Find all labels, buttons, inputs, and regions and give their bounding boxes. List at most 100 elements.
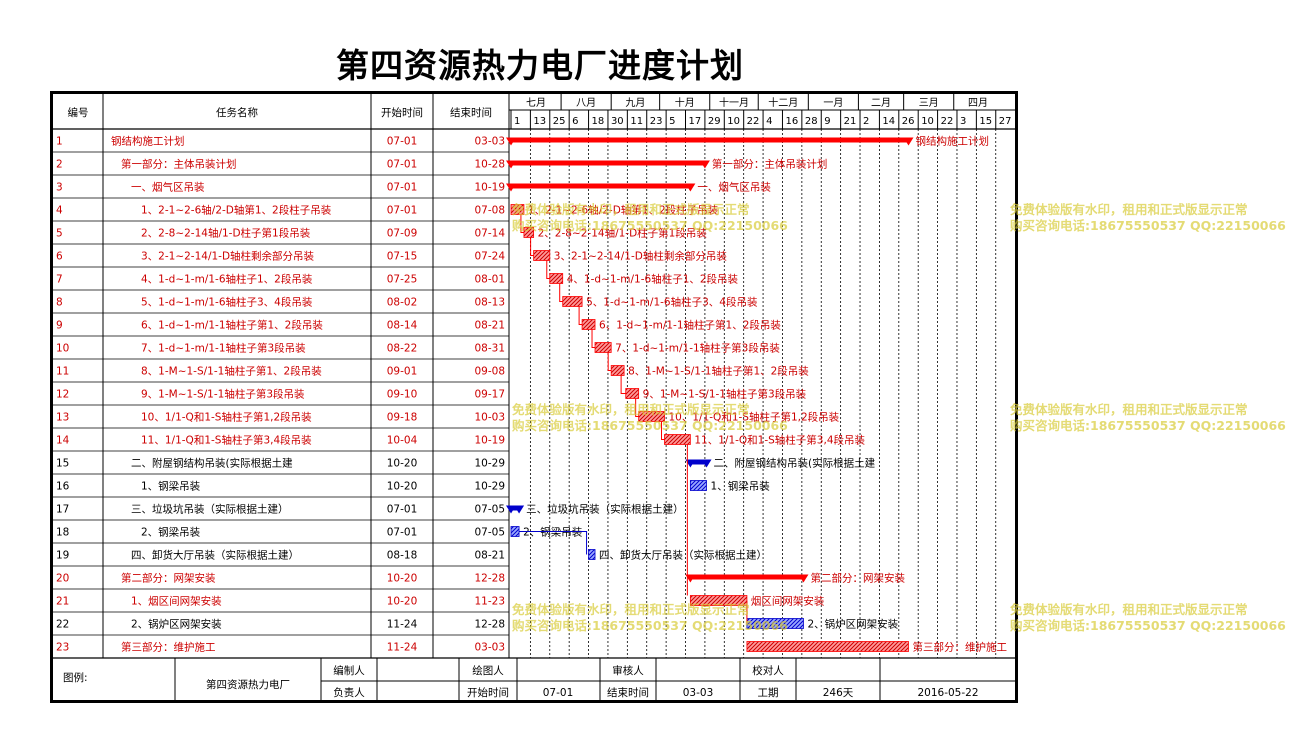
month-label: 十二月 [768,96,798,109]
summary-cap [514,505,525,514]
dependency-link [546,260,550,279]
drawn-by-label: 绘图人 [472,664,504,677]
task-bar [533,250,551,261]
task-end: 10-29 [474,458,505,470]
task-end: 12-28 [474,573,505,585]
month-label: 三月 [919,97,939,109]
day-label: 27 [999,116,1012,127]
checker-label: 校对人 [752,664,784,677]
end-value: 03-03 [683,687,714,699]
task-end: 09-08 [474,366,505,378]
bar-label: 第一部分：主体吊装计划 [712,158,828,171]
dependency-link [607,352,612,371]
chart-title: 第四资源热力电厂进度计划 [336,46,744,85]
day-label: 10 [921,116,934,127]
task-end: 08-21 [474,550,505,562]
task-end: 07-14 [474,228,505,240]
task-end: 10-28 [474,159,505,171]
bar-label: 四、卸货大厅吊装（实际根据土建） [599,549,767,562]
day-label: 11 [630,116,643,127]
task-bar [510,526,520,537]
task-name: 四、卸货大厅吊装（实际根据土建） [131,549,299,562]
task-name: 1、烟区间网架安装 [131,595,222,608]
task-name: 9、1-M~1-S/1-1轴柱子第3段吊装 [141,388,305,401]
task-name: 一、烟气区吊装 [131,181,205,194]
task-id: 17 [56,504,69,516]
task-name: 第一部分：主体吊装计划 [121,158,237,171]
day-label: 16 [785,116,798,127]
task-bar [638,411,665,422]
task-end: 10-19 [474,435,505,447]
task-name: 6、1-d~1-m/1-1轴柱子第1、2段吊装 [141,319,323,332]
task-name: 钢结构施工计划 [111,135,185,148]
task-id: 13 [56,412,69,424]
day-label: 15 [979,116,992,127]
summary-cap [685,183,696,192]
task-end: 08-13 [474,297,505,309]
task-name: 2、2-8~2-14轴/1-D柱子第1段吊装 [141,227,311,240]
task-start: 11-24 [387,642,418,654]
day-label: 10 [727,116,740,127]
task-name: 1、2-1~2-6轴/2-D轴第1、2段柱子吊装 [141,204,332,217]
start-value: 07-01 [543,687,574,699]
task-start: 08-18 [387,550,418,562]
dependency-link [519,531,588,555]
summary-cap [903,137,914,146]
task-bar [510,204,525,215]
header-id: 编号 [68,106,89,119]
task-name: 三、垃圾坑吊装（实际根据土建） [131,503,289,516]
dependency-link [559,283,563,302]
bar-label: 8、1-M~1-S/1-1轴柱子第1、2段吊装 [628,365,809,378]
bar-label: 5、1-d~1-m/1-6轴柱子3、4段吊装 [586,296,758,309]
task-end: 08-21 [474,320,505,332]
task-end: 03-03 [474,136,505,148]
task-start: 08-14 [387,320,418,332]
bar-label: 10、1/1-Q和1-S轴柱子第1,2段吊装 [669,411,840,424]
summary-cap [506,183,516,192]
prepared-by-label: 编制人 [333,664,365,677]
task-start: 10-20 [387,458,418,470]
day-label: 2 [863,116,869,127]
task-bar [689,480,707,491]
start-label: 开始时间 [467,686,509,699]
task-name: 10、1/1-Q和1-S轴柱子第1,2段吊装 [141,411,312,424]
day-label: 14 [882,116,895,127]
bar-label: 1、钢梁吊装 [711,480,771,493]
day-label: 9 [824,116,830,127]
legend-label: 图例: [63,671,88,684]
month-label: 四月 [968,97,988,109]
summary-cap [506,160,516,169]
task-name: 11、1/1-Q和1-S轴柱子第3,4段吊装 [141,434,312,447]
task-id: 16 [56,481,70,493]
task-bar [523,227,535,238]
bar-label: 3、2-1~2-14/1-D轴柱剩余部分吊装 [554,250,728,263]
bar-label: 二、附屋钢结构吊装(实际根据土建 [714,457,876,470]
day-label: 18 [592,116,605,127]
header-name: 任务名称 [216,106,258,119]
summary-cap [701,459,712,468]
day-label: 4 [766,116,772,127]
task-bar [594,342,612,353]
task-bar [664,434,691,445]
task-id: 12 [56,389,69,401]
day-label: 22 [747,116,760,127]
task-start: 10-20 [387,596,418,608]
task-start: 09-10 [387,389,418,401]
task-end: 07-08 [474,205,505,217]
task-bar [581,319,596,330]
task-start: 09-18 [387,412,418,424]
day-label: 13 [533,116,546,127]
day-label: 28 [805,116,818,127]
responsible-label: 负责人 [333,686,365,699]
task-name: 5、1-d~1-m/1-6轴柱子3、4段吊装 [141,296,313,309]
summary-bar [690,459,707,465]
bar-label: 第三部分：维护施工 [913,641,1008,654]
task-id: 11 [56,366,69,378]
task-bar [746,618,804,629]
bar-label: 7、1-d~1-m/1-1轴柱子第3段吊装 [615,342,780,355]
dependency-link [578,306,583,325]
task-id: 3 [56,182,63,194]
task-name: 2、钢梁吊装 [141,526,201,539]
task-id: 19 [56,550,69,562]
